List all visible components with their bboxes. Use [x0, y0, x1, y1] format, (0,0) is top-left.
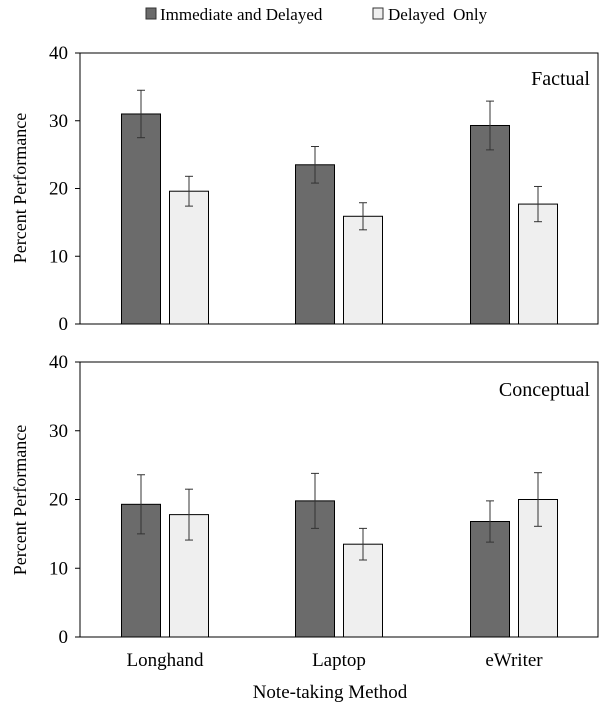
panel-title: Factual: [531, 68, 590, 90]
y-tick-label: 20: [49, 490, 68, 511]
bar-longhand-series-1: [121, 113, 161, 325]
legend: Immediate and Delayed Delayed Only: [145, 5, 488, 24]
x-tick-label: Longhand: [126, 650, 204, 671]
legend-swatch-1: [145, 7, 157, 20]
y-tick-label: 10: [49, 558, 68, 579]
panel-2: 0 10 20 30 40 Percent Performance Conceptual Lo…: [10, 352, 599, 671]
y-tick-label: 0: [59, 627, 69, 648]
y-axis-label: Percent Performance: [10, 425, 30, 575]
bar-laptop-series-1: [295, 164, 335, 325]
y-tick-label: 30: [49, 421, 68, 442]
x-axis-label: Note-taking Method: [253, 682, 408, 703]
y-tick-label: 40: [49, 352, 68, 373]
x-tick-label: eWriter: [485, 650, 543, 671]
legend-label-1: Immediate and Delayed: [160, 5, 323, 24]
panel-title: Conceptual: [499, 379, 591, 401]
y-tick-label: 10: [49, 246, 68, 267]
y-tick-label: 40: [49, 43, 68, 64]
legend-swatch-2: [372, 7, 384, 20]
bar-longhand-series-2: [169, 190, 209, 325]
y-tick-label: 0: [59, 314, 69, 335]
y-tick-label: 30: [49, 111, 68, 132]
y-tick-label: 20: [49, 179, 68, 200]
y-axis-label: Percent Performance: [10, 113, 30, 263]
legend-label-2: Delayed Only: [388, 5, 488, 24]
bar-ewriter-series-2: [518, 203, 558, 325]
chart-panels: 0 10 20 30 40 Percent Performance Factual 0 10 20…: [10, 43, 599, 671]
x-tick-label: Laptop: [312, 650, 366, 671]
panel-1: 0 10 20 30 40 Percent Performance Factual: [10, 43, 599, 335]
bar-laptop-series-2: [343, 215, 383, 325]
bar-ewriter-series-1: [470, 124, 510, 325]
